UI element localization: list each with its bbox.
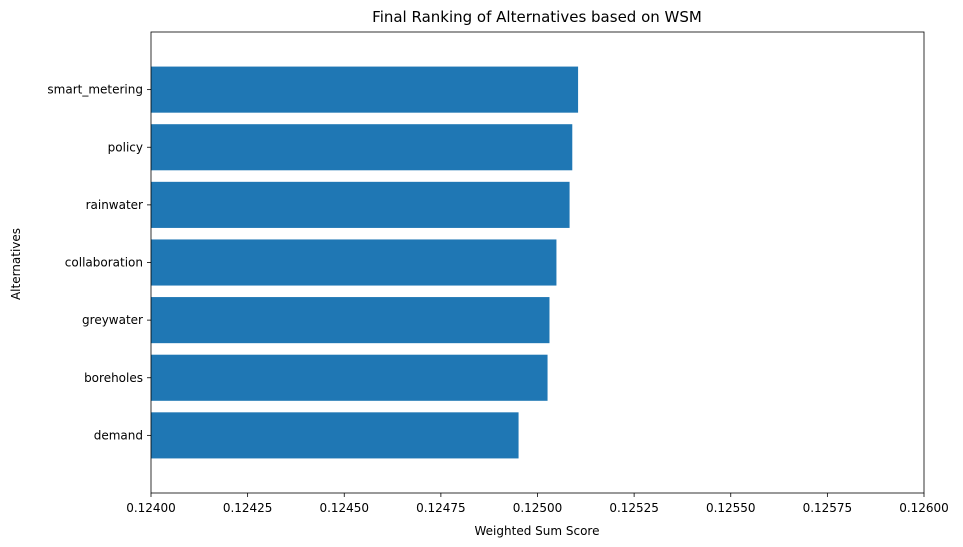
y-tick-label: demand bbox=[94, 428, 143, 442]
y-axis-label: Alternatives bbox=[9, 228, 23, 300]
x-tick-label: 0.12475 bbox=[416, 501, 466, 515]
x-tick-label: 0.12525 bbox=[609, 501, 659, 515]
bar-greywater bbox=[151, 297, 550, 344]
bar-rainwater bbox=[151, 181, 570, 228]
x-tick-label: 0.12550 bbox=[706, 501, 756, 515]
bar-boreholes bbox=[151, 354, 548, 401]
x-axis-label: Weighted Sum Score bbox=[475, 524, 600, 538]
x-tick-label: 0.12425 bbox=[223, 501, 273, 515]
y-tick-label: collaboration bbox=[65, 256, 143, 270]
bar-smart_metering bbox=[151, 66, 579, 113]
bar-policy bbox=[151, 124, 573, 171]
x-tick-label: 0.12575 bbox=[803, 501, 853, 515]
x-axis: 0.12400 0.12425 0.12450 0.12475 0.12500 0.125… bbox=[126, 493, 949, 515]
x-tick-label: 0.12400 bbox=[126, 501, 176, 515]
bar-demand bbox=[151, 412, 519, 459]
x-tick-label: 0.12500 bbox=[513, 501, 563, 515]
y-tick-label: policy bbox=[108, 140, 143, 154]
y-tick-label: boreholes bbox=[84, 371, 143, 385]
y-tick-label: smart_metering bbox=[47, 83, 143, 97]
bars-group bbox=[151, 66, 579, 459]
x-tick-label: 0.12600 bbox=[899, 501, 949, 515]
y-tick-label: greywater bbox=[82, 313, 143, 327]
chart-title: Final Ranking of Alternatives based on W… bbox=[372, 8, 702, 26]
bar-collaboration bbox=[151, 239, 557, 286]
y-tick-label: rainwater bbox=[86, 198, 143, 212]
x-tick-label: 0.12450 bbox=[319, 501, 369, 515]
y-axis: demand boreholes greywater collaboration rai… bbox=[47, 83, 151, 442]
